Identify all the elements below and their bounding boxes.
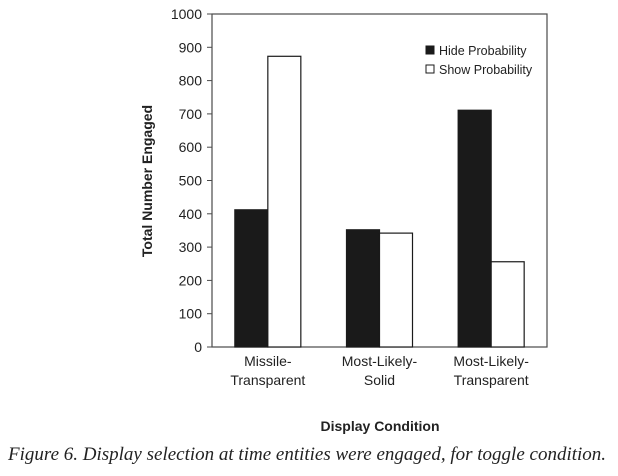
bar-show-probability bbox=[267, 55, 302, 348]
x-axis: Missile-Transparent Most-Likely-Solid Most… bbox=[230, 353, 529, 388]
y-tick-label: 700 bbox=[179, 106, 203, 122]
y-axis-label: Total Number Engaged bbox=[139, 105, 155, 257]
y-tick-label: 800 bbox=[179, 73, 203, 89]
bar-chart: 0 100 200 300 400 500 600 700 800 900 1000 Missile… bbox=[139, 6, 548, 434]
y-tick-label: 100 bbox=[179, 306, 203, 322]
y-tick-label: 500 bbox=[179, 173, 203, 189]
legend-label: Show Probability bbox=[439, 63, 533, 77]
legend-swatch bbox=[425, 45, 435, 55]
bar-show-probability bbox=[378, 232, 414, 348]
bar-show-probability bbox=[490, 261, 525, 348]
legend: Hide Probability Show Probability bbox=[425, 44, 533, 77]
y-tick-label: 200 bbox=[179, 272, 203, 288]
legend-label: Hide Probability bbox=[439, 44, 527, 58]
x-tick-label: Most-Likely-Solid bbox=[342, 353, 418, 388]
x-tick-label: Most-Likely-Transparent bbox=[453, 353, 529, 388]
y-axis: 0 100 200 300 400 500 600 700 800 900 1000 bbox=[171, 6, 212, 355]
legend-swatch bbox=[425, 64, 435, 74]
y-tick-label: 0 bbox=[194, 339, 202, 355]
y-tick-label: 400 bbox=[179, 206, 203, 222]
bars bbox=[234, 55, 525, 348]
bar-hide-probability bbox=[457, 109, 492, 348]
bar-hide-probability bbox=[345, 229, 381, 348]
y-tick-label: 300 bbox=[179, 239, 203, 255]
y-tick-label: 600 bbox=[179, 139, 203, 155]
x-tick-label: Missile-Transparent bbox=[230, 353, 305, 388]
figure-caption: Figure 6. Display selection at time enti… bbox=[8, 444, 607, 465]
bar-hide-probability bbox=[234, 209, 269, 348]
y-tick-label: 900 bbox=[179, 39, 203, 55]
x-axis-label: Display Condition bbox=[321, 418, 440, 434]
y-tick-label: 1000 bbox=[171, 6, 202, 22]
